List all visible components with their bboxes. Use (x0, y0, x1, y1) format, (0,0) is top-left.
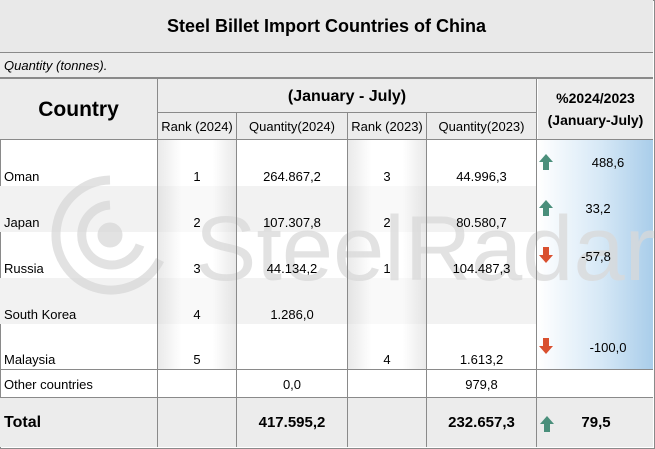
row-4-rank-2024: 4 (193, 306, 201, 322)
row-2-rank-2024: 2 (193, 214, 201, 230)
row-2-rank-2023: 2 (383, 214, 391, 230)
header-pct-line2: (January-July) (547, 112, 644, 128)
row-2-qty-2023: 80.580,7 (456, 214, 507, 230)
grid-line (536, 79, 537, 447)
header-rank-2023: Rank (2023) (351, 119, 423, 134)
header-pct-line1: %2024/2023 (556, 90, 635, 106)
header-period: (January - July) (287, 88, 407, 105)
row-1-rank-2023: 3 (383, 168, 391, 184)
grid-line (0, 78, 653, 79)
grid-line (0, 397, 653, 398)
row-2-country: Japan (4, 214, 40, 230)
rank-2024-shade (158, 140, 236, 369)
pct-column-shade (538, 140, 653, 369)
total-qty-2024: 417.595,2 (258, 414, 326, 431)
row-1-qty-2024: 264.867,2 (263, 168, 321, 184)
row-1-qty-2023: 44.996,3 (456, 168, 507, 184)
row-3-pct: -57,8 (581, 248, 611, 264)
arrow-up-icon (540, 416, 554, 432)
grid-line (347, 112, 348, 447)
grid-line (236, 112, 237, 447)
row-1-rank-2024: 1 (193, 168, 201, 184)
row-2-qty-2024: 107.307,8 (263, 214, 321, 230)
row-1-pct: 488,6 (591, 154, 625, 170)
header-country: Country (38, 97, 119, 121)
arrow-up-icon (539, 200, 553, 216)
total-qty-2023: 232.657,3 (448, 414, 515, 431)
grid-line (426, 112, 427, 447)
row-5-qty-2023: 1.613,2 (459, 351, 504, 367)
row-3-qty-2023: 104.487,3 (452, 260, 511, 276)
header-rank-2024: Rank (2024) (161, 119, 233, 134)
arrow-down-icon (539, 247, 553, 263)
row-3-qty-2024: 44.134,2 (266, 260, 318, 276)
header-qty-2024: Quantity(2024) (249, 119, 335, 134)
rank-2023-shade (348, 140, 426, 369)
row-5-rank-2024: 5 (193, 351, 201, 367)
other-countries-label: Other countries (4, 376, 93, 392)
other-qty-2024: 0,0 (282, 376, 302, 392)
grid-line (157, 79, 158, 447)
row-5-pct: -100,0 (589, 339, 627, 355)
grid-line (0, 369, 653, 370)
arrow-up-icon (539, 154, 553, 170)
row-4-qty-2024: 1.286,0 (270, 306, 314, 322)
unit-note: Quantity (tonnes). (0, 53, 653, 78)
row-1-country: Oman (4, 168, 40, 184)
row-3-rank-2023: 1 (383, 260, 391, 276)
row-5-country: Malaysia (4, 351, 56, 367)
table-title: Steel Billet Import Countries of China (0, 0, 653, 53)
arrow-down-icon (539, 338, 553, 354)
row-5-rank-2023: 4 (383, 351, 391, 367)
header-qty-2023: Quantity(2023) (438, 119, 525, 134)
grid-line (0, 139, 653, 140)
other-qty-2023: 979,8 (465, 376, 498, 392)
row-2-pct: 33,2 (585, 200, 611, 216)
total-label: Total (4, 413, 42, 431)
row-4-country: South Korea (4, 306, 77, 322)
total-pct: 79,5 (581, 414, 611, 431)
row-3-country: Russia (4, 260, 44, 276)
row-3-rank-2024: 3 (193, 260, 201, 276)
